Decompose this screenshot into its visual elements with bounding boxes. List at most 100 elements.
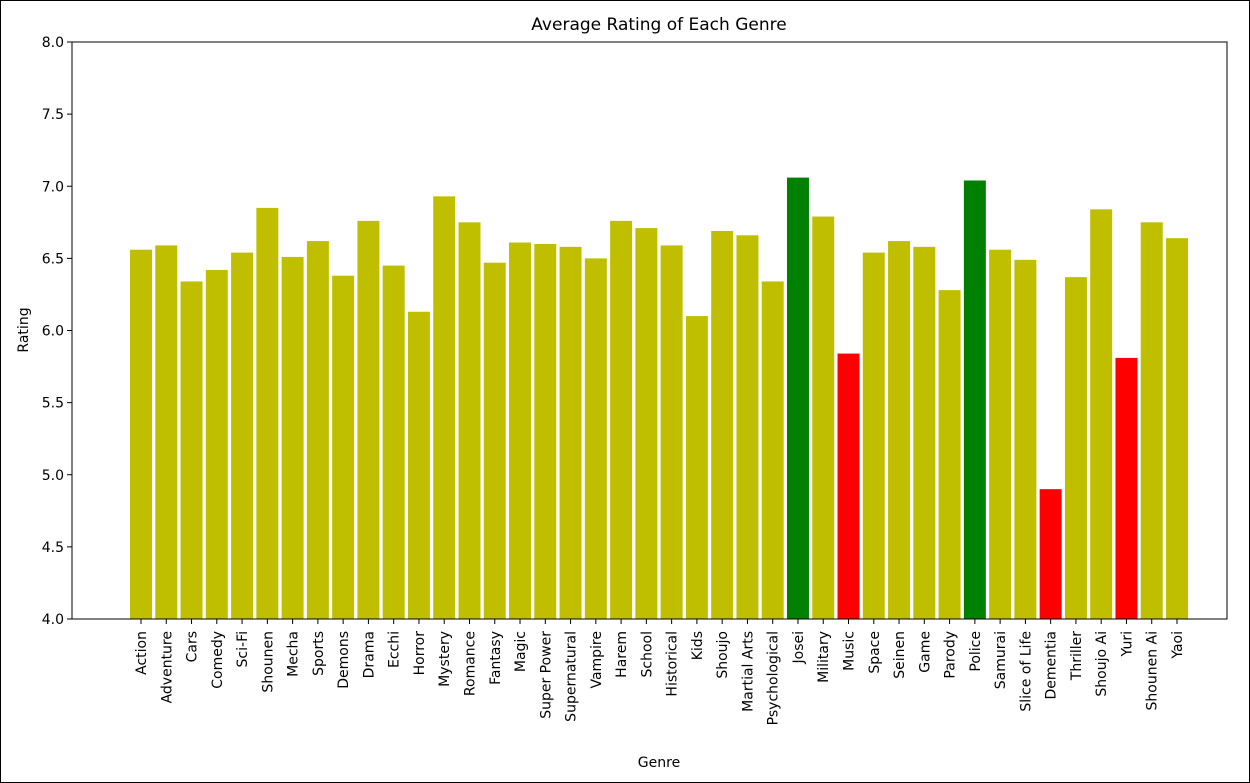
- y-tick-label: 5.0: [42, 468, 64, 484]
- x-tick-label: Shounen: [260, 631, 276, 693]
- x-tick-label: Drama: [361, 631, 377, 678]
- x-tick-label: Police: [968, 631, 984, 672]
- bar-music: [837, 353, 860, 619]
- bar-parody: [938, 290, 961, 619]
- bar-shounen-ai: [1140, 222, 1163, 619]
- bar-mecha: [281, 256, 304, 619]
- x-tick-label: Mystery: [437, 631, 453, 687]
- x-tick-label: Sports: [311, 631, 327, 676]
- bar-kids: [685, 316, 708, 619]
- y-tick-label: 4.0: [42, 612, 64, 628]
- x-tick-label: Adventure: [159, 631, 175, 703]
- x-tick-label: Yuri: [1119, 631, 1135, 657]
- x-tick-label: Super Power: [538, 631, 554, 719]
- bar-school: [635, 228, 658, 619]
- bar-historical: [660, 245, 683, 619]
- bar-sports: [306, 241, 329, 619]
- x-tick-label: Cars: [185, 631, 201, 662]
- bar-vampire: [584, 258, 607, 620]
- x-tick-label: Sci-Fi: [235, 631, 251, 667]
- x-tick-label: School: [639, 631, 655, 677]
- x-tick-label: Comedy: [210, 631, 226, 689]
- x-tick-label: Magic: [513, 631, 529, 672]
- bar-psychological: [761, 281, 784, 619]
- bar-space: [862, 252, 885, 620]
- x-tick-label: Samurai: [993, 631, 1009, 689]
- bar-horror: [407, 311, 430, 619]
- x-tick-label: Martial Arts: [740, 631, 756, 712]
- bar-slice-of-life: [1014, 259, 1037, 619]
- x-tick-label: Demons: [336, 631, 352, 689]
- bar-yaoi: [1166, 238, 1188, 619]
- x-tick-label: Slice of Life: [1018, 631, 1034, 712]
- bar-seinen: [888, 241, 911, 619]
- x-tick-label: Kids: [690, 631, 706, 660]
- x-tick-label: Supernatural: [564, 631, 580, 722]
- bar-demons: [332, 275, 355, 619]
- y-tick-label: 5.5: [42, 396, 64, 412]
- chart-title: Average Rating of Each Genre: [531, 15, 786, 35]
- x-tick-label: Josei: [791, 631, 807, 665]
- bar-sci-fi: [231, 252, 254, 620]
- bar-shoujo-ai: [1090, 209, 1113, 619]
- bar-shounen: [256, 207, 279, 619]
- x-axis: Action Adventure Cars Comedy Sci-Fi Shounen Me…: [134, 619, 1186, 725]
- x-tick-label: Military: [816, 631, 832, 683]
- x-tick-label: Parody: [943, 631, 959, 679]
- bar-shoujo: [711, 230, 734, 619]
- y-axis-label: Rating: [16, 307, 32, 352]
- y-tick-label: 7.5: [42, 107, 64, 123]
- bar-military: [812, 216, 835, 620]
- x-tick-label: Yaoi: [1170, 631, 1186, 660]
- x-tick-label: Thriller: [1069, 631, 1085, 681]
- bar-mystery: [433, 196, 456, 619]
- x-tick-label: Shoujo Ai: [1094, 631, 1110, 697]
- bar-game: [913, 246, 936, 619]
- bar-romance: [458, 222, 481, 619]
- x-tick-label: Romance: [462, 631, 478, 696]
- x-tick-label: Ecchi: [387, 631, 403, 668]
- x-tick-label: Horror: [412, 631, 428, 676]
- bar-adventure: [155, 245, 178, 619]
- x-tick-label: Historical: [665, 631, 681, 697]
- x-tick-label: Mecha: [286, 631, 302, 677]
- y-tick-label: 6.5: [42, 251, 64, 267]
- bar-police: [963, 180, 986, 620]
- x-tick-label: Seinen: [892, 631, 908, 679]
- x-tick-label: Music: [842, 631, 858, 671]
- y-axis: 4.0 4.5 5.0 5.5 6.0 6.5 7.0 7.5 8.0: [42, 35, 72, 628]
- x-tick-label: Space: [867, 631, 883, 674]
- bar-harem: [610, 220, 633, 619]
- y-tick-label: 4.5: [42, 540, 64, 556]
- x-tick-label: Fantasy: [488, 631, 504, 685]
- bar-josei: [786, 177, 809, 619]
- y-tick-label: 7.0: [42, 179, 64, 195]
- x-tick-label: Vampire: [589, 631, 605, 689]
- x-tick-label: Action: [134, 631, 150, 675]
- bar-cars: [180, 281, 203, 619]
- bar-dementia: [1039, 489, 1062, 619]
- bar-thriller: [1064, 277, 1087, 619]
- bar-supernatural: [559, 246, 582, 619]
- x-tick-label: Dementia: [1044, 631, 1060, 699]
- bar-drama: [357, 220, 380, 619]
- bar-fantasy: [483, 262, 506, 619]
- x-tick-label: Psychological: [766, 631, 782, 725]
- bar-comedy: [205, 269, 228, 619]
- bar-samurai: [989, 249, 1012, 619]
- bar-martial-arts: [736, 235, 759, 620]
- x-tick-label: Shoujo: [715, 631, 731, 679]
- x-tick-label: Shounen Ai: [1145, 631, 1161, 710]
- bar-super-power: [534, 243, 557, 619]
- y-tick-label: 8.0: [42, 35, 64, 51]
- bar-ecchi: [382, 265, 405, 619]
- bars-group: [130, 177, 1188, 620]
- x-tick-label: Harem: [614, 631, 630, 678]
- bar-action: [130, 249, 152, 619]
- bar-magic: [509, 242, 532, 619]
- x-tick-label: Game: [917, 631, 933, 673]
- bar-yuri: [1115, 357, 1138, 619]
- x-axis-label: Genre: [638, 755, 680, 771]
- y-tick-label: 6.0: [42, 324, 64, 340]
